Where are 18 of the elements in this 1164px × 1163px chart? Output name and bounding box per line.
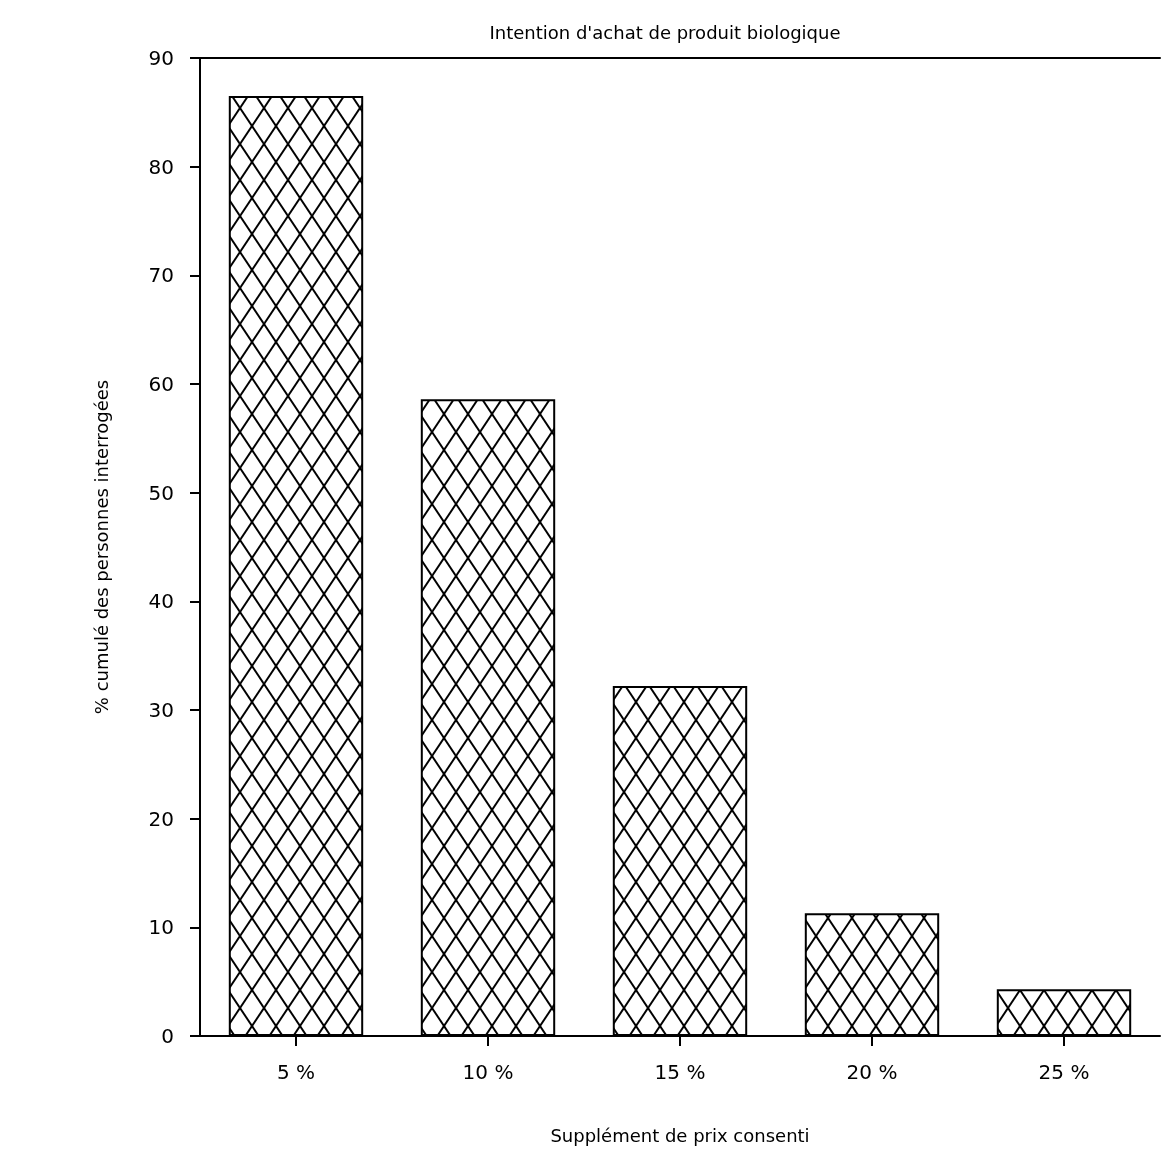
chart-title: Intention d'achat de produit biologique (489, 21, 841, 43)
y-tick-label: 70 (148, 263, 174, 288)
x-tick-label: 10 % (462, 1060, 514, 1084)
y-tick-label: 10 (148, 915, 174, 940)
y-tick-label: 20 (148, 806, 174, 831)
y-tick-label: 40 (148, 589, 174, 614)
y-tick-label: 80 (148, 154, 174, 179)
x-tick-label: 15 % (654, 1060, 706, 1084)
x-tick-label: 25 % (1038, 1060, 1090, 1084)
y-tick-label: 30 (148, 698, 174, 722)
y-tick-label: 0 (161, 1024, 174, 1048)
y-tick-label: 90 (148, 46, 174, 70)
x-axis-title: Supplément de prix consenti (550, 1124, 810, 1146)
x-tick-label: 5 % (276, 1060, 316, 1084)
y-tick-label: 60 (148, 372, 174, 396)
y-tick-label: 50 (148, 480, 174, 505)
x-tick-label: 20 % (846, 1060, 898, 1084)
y-axis-title: % cumulé des personnes interrogées (90, 379, 112, 715)
